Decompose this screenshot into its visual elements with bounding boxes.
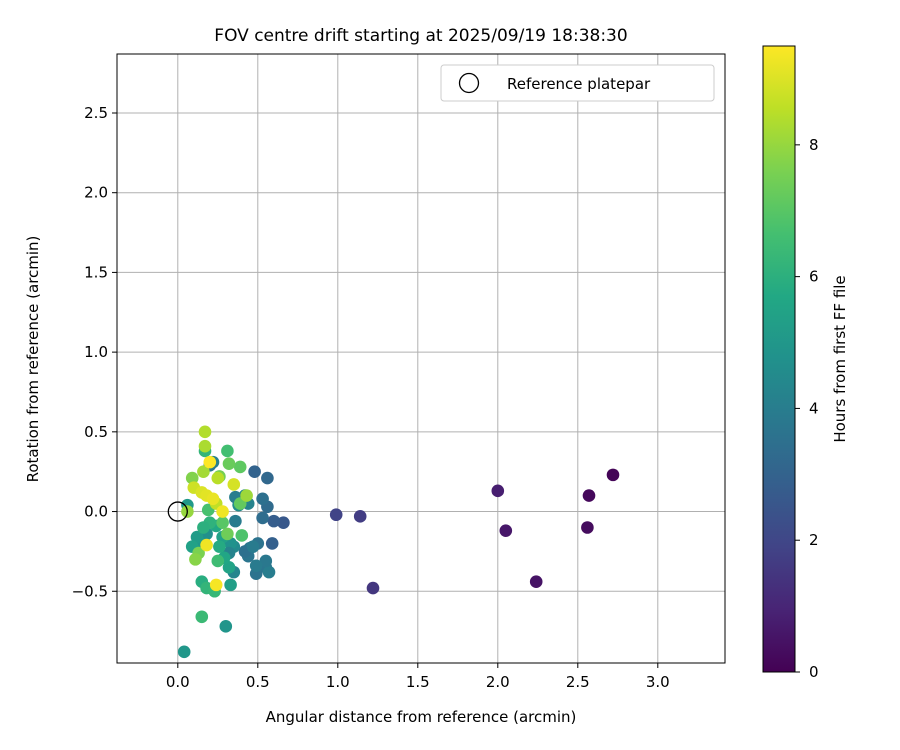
legend: Reference platepar	[440, 64, 715, 102]
data-point	[209, 578, 223, 592]
y-tick-label: 1.0	[84, 343, 108, 361]
data-point	[211, 554, 225, 568]
y-tick-label: −0.5	[72, 582, 108, 600]
x-tick-label: 1.5	[406, 673, 430, 691]
y-tick-label: 0.0	[84, 503, 108, 521]
y-axis-label: Rotation from reference (arcmin)	[24, 236, 42, 483]
data-point	[197, 521, 210, 534]
data-point	[491, 484, 505, 498]
data-point	[259, 554, 273, 568]
data-point	[216, 505, 229, 518]
data-point	[267, 514, 281, 528]
data-point	[203, 455, 217, 469]
data-point	[211, 471, 225, 485]
tick-marks: 0.0 0.5 1.0 1.5 2.0 2.5 3.0 −0.5 0.0 0.5 1.0 1.5 2.0…	[72, 104, 670, 691]
data-point	[189, 553, 202, 566]
data-point	[195, 610, 209, 624]
data-point	[198, 439, 212, 453]
colorbar	[762, 45, 796, 673]
data-point	[277, 516, 290, 530]
legend-marker	[458, 72, 480, 94]
data-point	[366, 581, 380, 595]
data-point	[221, 527, 234, 541]
colorbar-ticks: 0 2 4 6 8	[795, 136, 819, 681]
data-point	[256, 511, 269, 525]
x-tick-label: 2.0	[486, 673, 510, 691]
data-point	[190, 530, 204, 544]
data-point	[248, 465, 261, 478]
data-point	[581, 521, 594, 534]
reference-platepar-marker	[167, 501, 188, 522]
y-tick-label: 2.0	[84, 184, 108, 202]
data-point	[265, 537, 279, 550]
data-point	[529, 575, 543, 588]
data-point	[216, 516, 229, 530]
data-point	[222, 561, 236, 574]
data-point	[224, 578, 237, 592]
data-point	[213, 540, 226, 553]
legend-box	[440, 64, 715, 102]
data-point	[229, 514, 242, 528]
y-tick-label: 1.5	[84, 263, 108, 281]
colorbar-tick-label: 8	[809, 136, 819, 154]
x-tick-label: 2.5	[566, 673, 590, 691]
y-tick-label: 2.5	[84, 104, 108, 122]
data-point	[198, 425, 212, 439]
x-tick-label: 1.0	[326, 673, 350, 691]
colorbar-tick-label: 6	[809, 268, 819, 286]
data-point	[185, 471, 199, 485]
colorbar-tick-label: 0	[809, 663, 819, 681]
x-tick-label: 0.0	[166, 673, 190, 691]
chart-title: FOV centre drift starting at 2025/09/19 …	[214, 26, 627, 46]
data-point	[221, 444, 234, 458]
data-point	[606, 468, 620, 482]
data-point	[235, 529, 249, 542]
data-point	[353, 510, 367, 523]
y-tick-label: 0.5	[84, 423, 108, 441]
data-point	[262, 565, 276, 579]
data-point	[261, 471, 274, 485]
data-point	[246, 540, 260, 553]
colorbar-tick-label: 2	[809, 531, 819, 549]
data-point	[206, 492, 220, 506]
axes	[116, 53, 726, 664]
data-point	[227, 478, 241, 491]
scatter-points	[167, 425, 620, 659]
data-point	[233, 460, 247, 474]
x-tick-label: 0.5	[246, 673, 270, 691]
data-point	[499, 524, 513, 537]
data-point	[329, 508, 343, 522]
plot-frame	[116, 53, 726, 664]
colorbar-label: Hours from first FF file	[831, 275, 849, 442]
data-point	[177, 645, 191, 659]
x-tick-label: 3.0	[646, 673, 670, 691]
data-point	[219, 620, 233, 633]
x-axis-label: Angular distance from reference (arcmin)	[266, 708, 577, 726]
data-point	[582, 489, 596, 502]
colorbar-tick-label: 4	[809, 399, 819, 417]
data-point	[197, 465, 210, 478]
data-point	[200, 538, 213, 552]
data-point	[256, 492, 269, 506]
data-point	[240, 489, 253, 502]
legend-label: Reference platepar	[507, 75, 651, 93]
data-point	[222, 457, 236, 471]
data-point	[249, 559, 263, 573]
